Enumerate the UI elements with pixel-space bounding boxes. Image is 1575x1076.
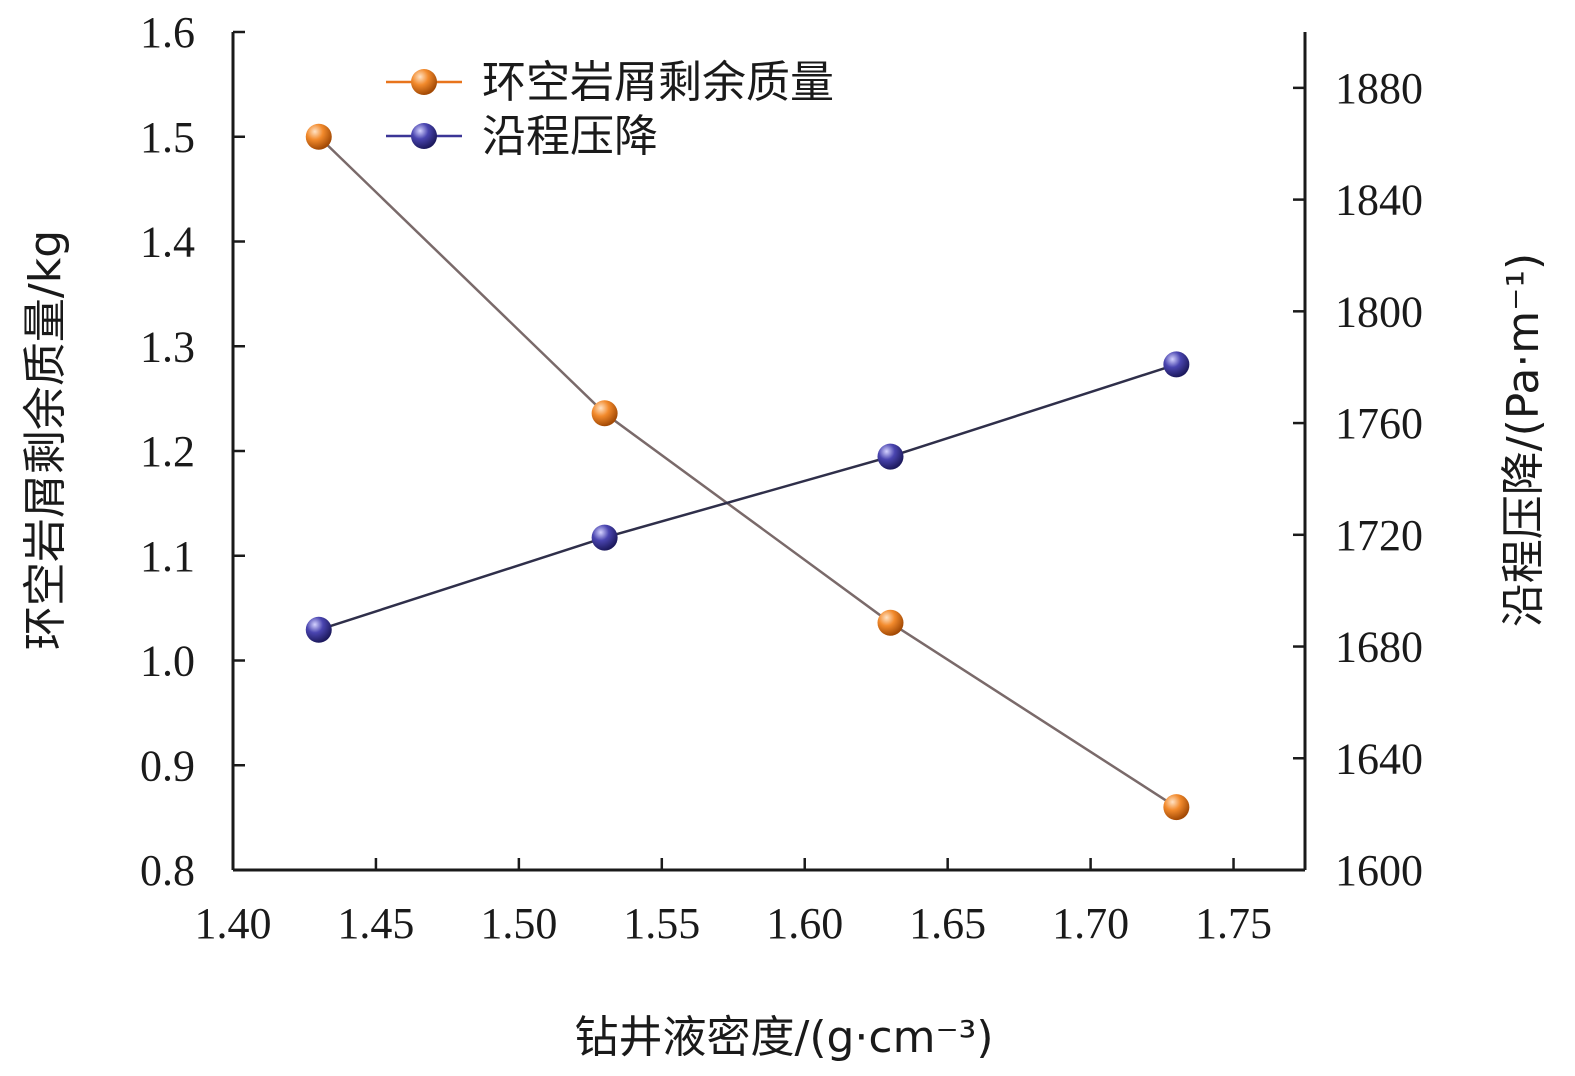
y-right-tick-label: 1800 [1335, 287, 1423, 336]
legend-marker [411, 69, 437, 95]
series-1-point [305, 616, 332, 643]
x-tick-label: 1.70 [1052, 899, 1129, 948]
y-left-tick-label: 1.0 [140, 637, 195, 686]
y-left-tick-label: 1.1 [140, 532, 195, 581]
series-1-point [1163, 351, 1190, 378]
y-right-axis-title: 沿程压降/(Pa·m⁻¹) [1498, 253, 1549, 627]
y-right-tick-label: 1880 [1335, 64, 1423, 113]
series-line-1 [318, 363, 1177, 631]
series-0-point [1163, 794, 1190, 821]
series-1-point [877, 443, 904, 470]
y-right-tick-label: 1720 [1335, 511, 1423, 560]
legend-label: 环空岩屑剩余质量 [482, 57, 834, 108]
series-layer [305, 123, 1190, 821]
y-left-axis-title: 环空岩屑剩余质量/kg [20, 230, 71, 650]
y-right-tick-label: 1840 [1335, 176, 1423, 225]
x-tick-label: 1.45 [337, 899, 414, 948]
series-1-point [591, 524, 618, 551]
series-0-point [591, 400, 618, 427]
x-tick-label: 1.75 [1195, 899, 1272, 948]
series-line-0 [317, 135, 1178, 809]
x-tick-label: 1.55 [623, 899, 700, 948]
y-left-tick-label: 0.8 [140, 846, 195, 895]
y-left-tick-label: 1.3 [140, 322, 195, 371]
y-right-tick-label: 1760 [1335, 399, 1423, 448]
x-tick-label: 1.50 [480, 899, 557, 948]
x-axis-title: 钻井液密度/(g·cm⁻³) [575, 1012, 994, 1063]
y-left-tick-label: 0.9 [140, 741, 195, 790]
legend-marker [411, 123, 437, 149]
axes [231, 32, 1307, 872]
legend-label: 沿程压降 [482, 111, 658, 162]
y-left-tick-label: 1.5 [140, 113, 195, 162]
x-tick-label: 1.65 [909, 899, 986, 948]
y-right-tick-label: 1680 [1335, 623, 1423, 672]
y-right-tick-label: 1640 [1335, 734, 1423, 783]
x-tick-label: 1.60 [766, 899, 843, 948]
series-0-point [877, 609, 904, 636]
ticks: 1.40 1.45 1.50 1.55 1.60 1.65 1.70 1.75 0.8 0.9 1.… [140, 8, 1423, 948]
x-tick-label: 1.40 [195, 899, 272, 948]
y-left-tick-label: 1.6 [140, 8, 195, 57]
y-left-tick-label: 1.4 [140, 218, 195, 267]
y-left-tick-label: 1.2 [140, 427, 195, 476]
y-right-tick-label: 1600 [1335, 846, 1423, 895]
series-0-point [305, 123, 332, 150]
